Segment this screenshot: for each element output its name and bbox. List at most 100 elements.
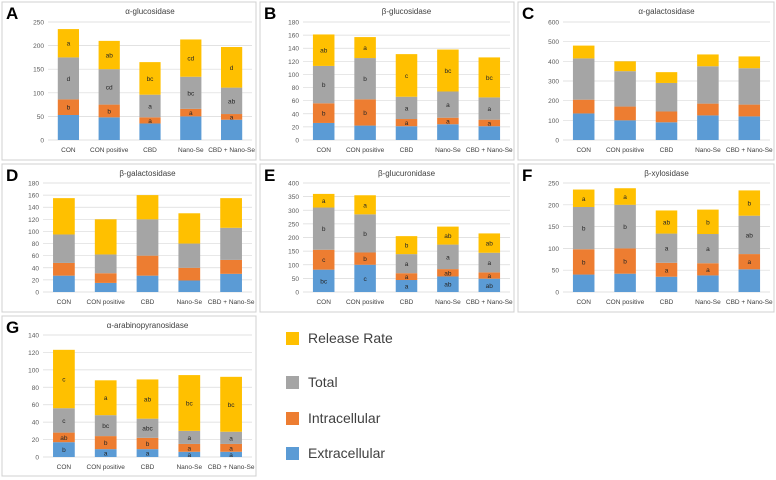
bar-extracellular bbox=[136, 275, 159, 292]
bar-release bbox=[94, 219, 117, 255]
x-tick-label: CON bbox=[316, 299, 331, 306]
data-label: bc bbox=[320, 278, 328, 285]
x-tick-label: CBD bbox=[141, 299, 155, 306]
data-label: c bbox=[62, 418, 66, 425]
data-label: ab bbox=[444, 233, 452, 240]
legend-swatch-intracellular bbox=[286, 411, 299, 425]
y-tick-label: 180 bbox=[28, 181, 39, 188]
y-tick-label: 400 bbox=[548, 59, 559, 66]
data-label: a bbox=[405, 274, 409, 281]
y-tick-label: 120 bbox=[28, 217, 39, 224]
y-tick-label: 40 bbox=[292, 111, 300, 118]
bar-total bbox=[655, 233, 678, 263]
legend-swatch-total bbox=[286, 375, 299, 389]
y-tick-label: 100 bbox=[548, 118, 559, 125]
bar-intracellular bbox=[178, 443, 201, 452]
data-label: b bbox=[322, 82, 326, 89]
data-label: ab bbox=[486, 241, 494, 248]
data-label: ab bbox=[444, 270, 452, 277]
data-label: abc bbox=[142, 426, 153, 433]
bar-extracellular bbox=[697, 115, 719, 140]
x-tick-label: CBD bbox=[143, 147, 157, 154]
bar-extracellular bbox=[395, 126, 418, 140]
y-tick-label: 120 bbox=[28, 350, 39, 357]
bar-extracellular bbox=[655, 122, 678, 140]
y-tick-label: 20 bbox=[32, 277, 40, 284]
bar-release bbox=[220, 376, 242, 432]
bar-extracellular bbox=[354, 264, 376, 292]
y-tick-label: 50 bbox=[292, 276, 300, 283]
bar-extracellular bbox=[180, 116, 202, 140]
panel-letter: G bbox=[6, 318, 19, 337]
x-tick-label: CON positive bbox=[87, 299, 126, 306]
bar-extracellular bbox=[697, 275, 719, 292]
bar-release bbox=[98, 40, 120, 70]
y-tick-label: 60 bbox=[32, 253, 40, 260]
bar-intracellular bbox=[98, 104, 120, 118]
panel-letter: C bbox=[522, 4, 534, 23]
bar-intracellular bbox=[437, 117, 459, 125]
bar-extracellular bbox=[53, 275, 75, 292]
bar-release bbox=[180, 39, 202, 77]
data-label: a bbox=[487, 106, 491, 113]
bar-total bbox=[53, 408, 75, 433]
x-tick-label: CBD bbox=[400, 299, 414, 306]
bar-release bbox=[178, 213, 201, 244]
legend-swatch-release bbox=[286, 331, 299, 345]
legend-label-extracellular: Extracellular bbox=[308, 445, 386, 461]
data-label: b bbox=[322, 111, 326, 118]
y-tick-label: 250 bbox=[548, 181, 559, 188]
data-label: a bbox=[487, 260, 491, 267]
bar-total bbox=[395, 254, 418, 274]
panel-letter: E bbox=[264, 166, 275, 185]
data-label: b bbox=[146, 441, 150, 448]
bar-total bbox=[697, 234, 719, 264]
bar-total bbox=[697, 66, 719, 104]
bar-total bbox=[220, 227, 242, 260]
bar-release bbox=[139, 62, 161, 95]
bar-intracellular bbox=[572, 99, 595, 114]
data-label: a bbox=[322, 198, 326, 205]
x-tick-label: CBD bbox=[660, 299, 674, 306]
data-label: bc bbox=[228, 402, 236, 409]
data-label: ab bbox=[320, 48, 328, 55]
data-label: b bbox=[363, 76, 367, 83]
data-label: a bbox=[706, 267, 710, 274]
y-tick-label: 300 bbox=[288, 208, 299, 215]
y-tick-label: 250 bbox=[288, 221, 299, 228]
data-label: c bbox=[62, 377, 66, 384]
data-label: c bbox=[405, 73, 409, 80]
bar-intracellular bbox=[738, 104, 761, 117]
x-tick-label: CON positive bbox=[87, 464, 126, 471]
bar-intracellular bbox=[312, 103, 335, 123]
legend-label-total: Total bbox=[308, 374, 338, 390]
data-label: a bbox=[623, 194, 627, 201]
x-tick-label: CON positive bbox=[606, 299, 645, 306]
x-tick-label: Nano-Se bbox=[176, 464, 202, 471]
x-tick-label: CBD + Nano-Se bbox=[208, 147, 255, 154]
bar-release bbox=[220, 198, 242, 228]
bar-intracellular bbox=[94, 273, 117, 283]
panel-letter: F bbox=[522, 166, 532, 185]
y-tick-label: 20 bbox=[32, 437, 40, 444]
y-tick-label: 300 bbox=[548, 79, 559, 86]
legend-item-release: Release Rate bbox=[286, 328, 393, 348]
y-tick-label: 0 bbox=[35, 290, 39, 297]
y-tick-label: 0 bbox=[555, 290, 559, 297]
y-tick-label: 600 bbox=[548, 20, 559, 27]
panel-letter: B bbox=[264, 4, 276, 23]
data-label: a bbox=[229, 435, 233, 442]
bar-intracellular bbox=[354, 99, 376, 126]
y-tick-label: 160 bbox=[28, 193, 39, 200]
data-label: a bbox=[665, 267, 669, 274]
bar-release bbox=[136, 195, 159, 220]
data-label: a bbox=[189, 110, 193, 117]
bar-release bbox=[655, 72, 678, 83]
data-label: bc bbox=[147, 76, 155, 83]
data-label: b bbox=[107, 108, 111, 115]
data-label: b bbox=[322, 226, 326, 233]
data-label: a bbox=[148, 104, 152, 111]
legend-item-intracellular: Intracellular bbox=[286, 408, 380, 428]
